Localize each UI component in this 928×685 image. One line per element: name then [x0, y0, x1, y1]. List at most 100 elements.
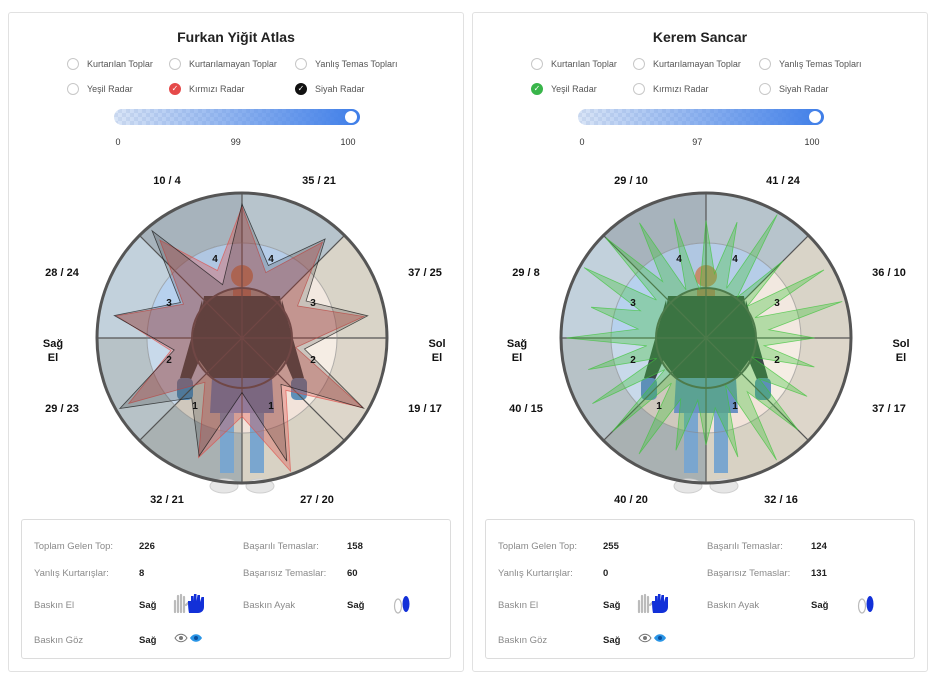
side-label-right: Sol El	[428, 338, 446, 364]
stat-total-label: Toplam Gelen Top:	[34, 541, 114, 552]
unchecked-radio-icon[interactable]	[67, 83, 79, 95]
filter-option-4[interactable]: ✓ Yeşil Radar	[531, 83, 597, 95]
goal-zone-svg: 1 1 2 2 3 3 4 4	[95, 191, 389, 494]
outer-sector-4[interactable]	[242, 405, 345, 483]
unchecked-radio-icon[interactable]	[531, 58, 543, 70]
zone-value-1: 29 / 10	[614, 175, 648, 187]
slider-handle[interactable]	[345, 111, 357, 123]
filter-option-3[interactable]: Yanlış Temas Topları	[759, 58, 862, 70]
ring-number-label: 1	[656, 401, 662, 412]
zone-value-2: 35 / 21	[302, 175, 336, 187]
zone-value-8: 28 / 24	[45, 267, 79, 279]
zone-value-2: 41 / 24	[766, 175, 800, 187]
filter-option-label: Yanlış Temas Topları	[315, 59, 398, 69]
ring-number-label: 2	[166, 355, 172, 366]
side-label-left: Sağ El	[506, 338, 528, 364]
stat-wrong-label: Yanlış Kurtarışlar:	[34, 568, 109, 579]
filter-option-2[interactable]: Kurtarılamayan Toplar	[633, 58, 741, 70]
filter-option-label: Kurtarılamayan Toplar	[189, 59, 277, 69]
filter-option-label: Kurtarılan Toplar	[551, 59, 617, 69]
filter-option-5[interactable]: ✓ Kırmızı Radar	[169, 83, 245, 95]
foot-icon	[392, 592, 414, 621]
slider-handle[interactable]	[809, 111, 821, 123]
stat-success-label: Başarılı Temaslar:	[243, 541, 319, 552]
stat-hand-label: Baskın El	[34, 600, 75, 611]
ring-number-label: 3	[630, 298, 636, 309]
filter-options: Kurtarılan Toplar Kurtarılamayan Toplar Ya…	[531, 58, 891, 108]
zone-value-8: 29 / 8	[512, 267, 540, 279]
zone-value-6: 40 / 20	[614, 494, 648, 506]
opacity-slider[interactable]	[578, 109, 824, 125]
slider-value-label: 97	[692, 137, 703, 147]
middle-ring	[146, 242, 338, 434]
filter-option-1[interactable]: Kurtarılan Toplar	[531, 58, 617, 70]
player-name: Kerem Sancar	[652, 29, 748, 45]
checked-radio-icon[interactable]: ✓	[169, 83, 181, 95]
stat-fail-label: Başarısız Temaslar:	[707, 568, 791, 579]
outer-sector-3[interactable]	[773, 338, 851, 441]
outer-sector-4[interactable]	[706, 405, 809, 483]
outer-ring	[559, 191, 853, 485]
player-panel-1: Furkan Yiğit Atlas Kurtarılan Toplar Kurta…	[8, 12, 464, 672]
eye-icon	[638, 631, 668, 650]
opacity-slider[interactable]	[114, 109, 360, 125]
filter-option-1[interactable]: Kurtarılan Toplar	[67, 58, 153, 70]
filter-option-label: Kırmızı Radar	[653, 84, 709, 94]
unchecked-radio-icon[interactable]	[67, 58, 79, 70]
green-radar-shape	[566, 214, 843, 461]
filter-option-6[interactable]: Siyah Radar	[759, 83, 829, 95]
outer-sector-8[interactable]	[603, 193, 706, 271]
checked-radio-icon[interactable]: ✓	[531, 83, 543, 95]
filter-option-label: Yanlış Temas Topları	[779, 59, 862, 69]
stat-hand-value: Sağ	[603, 600, 621, 611]
zone-value-4: 37 / 17	[872, 403, 906, 415]
red-radar-shape	[115, 205, 366, 473]
outer-sector-2[interactable]	[773, 235, 851, 338]
inner-ring	[655, 287, 757, 389]
stat-hand-label: Baskın El	[498, 600, 539, 611]
outer-sector-5[interactable]	[603, 405, 706, 483]
outer-sector-8[interactable]	[139, 193, 242, 271]
ring-number-label: 1	[268, 401, 274, 412]
outer-sector-1[interactable]	[706, 193, 809, 271]
sector-divider	[603, 235, 809, 441]
ring-number-label: 4	[732, 254, 738, 265]
stat-foot-value: Sağ	[811, 600, 829, 611]
outer-ring	[95, 191, 389, 485]
player-stats: Toplam Gelen Top: 255 Başarılı Temaslar: 12…	[485, 519, 915, 659]
goal-zone-chart: 1 1 2 2 3 3 4 4 10 / 4 35 / 21 37 / 25 19 / 17 27 / …	[17, 163, 457, 513]
ring-number-label: 3	[166, 298, 172, 309]
filter-option-2[interactable]: Kurtarılamayan Toplar	[169, 58, 277, 70]
unchecked-radio-icon[interactable]	[759, 83, 771, 95]
stat-wrong-value: 8	[139, 568, 145, 579]
filter-option-3[interactable]: Yanlış Temas Topları	[295, 58, 398, 70]
zone-value-5: 27 / 20	[300, 494, 334, 506]
unchecked-radio-icon[interactable]	[633, 58, 645, 70]
stat-total-value: 226	[139, 541, 155, 552]
outer-sector-5[interactable]	[139, 405, 242, 483]
stat-success-value: 124	[811, 541, 827, 552]
unchecked-radio-icon[interactable]	[633, 83, 645, 95]
filter-option-5[interactable]: Kırmızı Radar	[633, 83, 709, 95]
stat-foot-label: Baskın Ayak	[243, 600, 296, 611]
filter-option-4[interactable]: Yeşil Radar	[67, 83, 133, 95]
checked-radio-icon[interactable]: ✓	[295, 83, 307, 95]
inner-ring	[191, 287, 293, 389]
ring-number-label: 2	[630, 355, 636, 366]
unchecked-radio-icon[interactable]	[759, 58, 771, 70]
outer-sector-6[interactable]	[561, 338, 639, 441]
outer-sector-6[interactable]	[97, 338, 175, 441]
outer-sector-2[interactable]	[309, 235, 387, 338]
zone-value-7: 29 / 23	[45, 403, 79, 415]
player-panel-2: Kerem Sancar Kurtarılan Toplar Kurtarılama…	[472, 12, 928, 672]
filter-option-6[interactable]: ✓ Siyah Radar	[295, 83, 365, 95]
unchecked-radio-icon[interactable]	[169, 58, 181, 70]
stat-total-value: 255	[603, 541, 619, 552]
slider-min-label: 0	[579, 137, 585, 147]
outer-sector-7[interactable]	[97, 235, 175, 338]
outer-sector-3[interactable]	[309, 338, 387, 441]
zone-value-3: 37 / 25	[408, 267, 442, 279]
outer-sector-7[interactable]	[561, 235, 639, 338]
unchecked-radio-icon[interactable]	[295, 58, 307, 70]
stat-success-label: Başarılı Temaslar:	[707, 541, 783, 552]
